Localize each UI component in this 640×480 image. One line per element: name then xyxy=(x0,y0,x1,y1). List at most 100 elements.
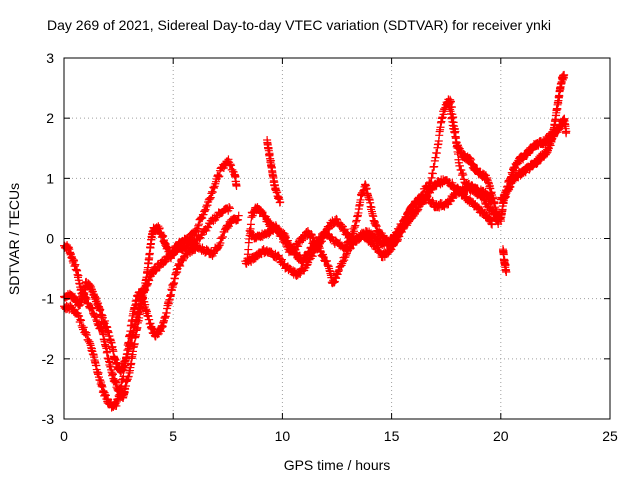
data-point-marker xyxy=(342,251,351,260)
y-tick-label: 0 xyxy=(46,231,54,247)
data-point-marker xyxy=(214,172,223,181)
data-point-marker xyxy=(212,213,221,222)
data-point-marker xyxy=(346,244,355,253)
data-point-marker xyxy=(206,194,215,203)
data-point-marker xyxy=(315,242,324,251)
data-point-marker xyxy=(296,238,305,247)
series-track-f xyxy=(245,175,497,288)
y-axis-title: SDTVAR / TECUs xyxy=(6,183,22,295)
series-track-g xyxy=(263,136,285,207)
data-point-marker xyxy=(207,189,216,198)
data-point-marker xyxy=(373,242,382,251)
data-point-marker xyxy=(234,215,243,224)
chart-title: Day 269 of 2021, Sidereal Day-to-day VTE… xyxy=(47,17,551,33)
series-track-b xyxy=(60,203,234,377)
data-point-marker xyxy=(430,162,439,171)
series-track-j xyxy=(498,245,511,276)
x-tick-label: 20 xyxy=(493,428,509,444)
data-point-marker xyxy=(209,183,218,192)
series-track-i xyxy=(496,114,571,204)
data-point-marker xyxy=(323,261,332,270)
data-point-marker xyxy=(431,153,440,162)
y-tick-label: 2 xyxy=(46,110,54,126)
x-tick-label: 15 xyxy=(384,428,400,444)
y-tick-labels: -3 -2 -1 0 1 2 3 xyxy=(42,50,55,427)
data-point-marker xyxy=(428,169,437,178)
data-point-marker xyxy=(502,267,511,276)
x-tick-label: 5 xyxy=(169,428,177,444)
data-point-marker xyxy=(332,214,341,223)
data-point-marker xyxy=(368,237,377,246)
data-point-marker xyxy=(309,234,318,243)
data-point-marker xyxy=(351,221,360,230)
data-point-marker xyxy=(91,312,100,321)
data-point-marker xyxy=(479,194,488,203)
data-point-marker xyxy=(322,256,331,265)
data-point-marker xyxy=(334,267,343,276)
data-point-marker xyxy=(76,315,85,324)
data-point-marker xyxy=(350,223,359,232)
data-point-marker xyxy=(85,337,94,346)
data-point-marker xyxy=(88,304,97,313)
data-points xyxy=(60,70,571,412)
data-point-marker xyxy=(202,202,211,211)
data-point-marker xyxy=(281,238,290,247)
data-point-marker xyxy=(448,194,457,203)
data-point-marker xyxy=(187,247,196,256)
data-point-marker xyxy=(176,262,185,271)
data-point-marker xyxy=(77,316,86,325)
data-point-marker xyxy=(426,178,435,187)
data-point-marker xyxy=(276,198,285,207)
axis-ticks xyxy=(63,57,611,420)
data-point-marker xyxy=(227,161,236,170)
data-point-marker xyxy=(271,221,280,230)
data-point-marker xyxy=(225,203,234,212)
data-point-marker xyxy=(151,266,160,275)
data-point-marker xyxy=(352,237,361,246)
y-tick-label: 3 xyxy=(46,50,54,66)
data-point-marker xyxy=(488,220,497,229)
data-point-marker xyxy=(200,207,209,216)
data-point-marker xyxy=(560,70,569,79)
y-tick-label: -2 xyxy=(42,351,55,367)
data-point-marker xyxy=(350,227,359,236)
data-point-marker xyxy=(393,237,402,246)
data-point-marker xyxy=(200,206,209,215)
data-point-marker xyxy=(341,252,350,261)
y-tick-label: -1 xyxy=(42,291,55,307)
y-tick-label: -3 xyxy=(42,411,55,427)
x-axis-title: GPS time / hours xyxy=(284,457,391,473)
data-point-marker xyxy=(296,269,305,278)
data-point-marker xyxy=(308,252,317,261)
data-point-marker xyxy=(246,220,255,229)
data-point-marker xyxy=(82,331,91,340)
data-point-marker xyxy=(161,257,170,266)
data-point-marker xyxy=(303,260,312,269)
data-point-marker xyxy=(206,193,215,202)
data-point-marker xyxy=(324,225,333,234)
data-point-marker xyxy=(455,161,464,170)
data-point-marker xyxy=(319,253,328,262)
data-point-marker xyxy=(352,217,361,226)
data-point-marker xyxy=(214,242,223,251)
data-point-marker xyxy=(458,169,467,178)
data-point-marker xyxy=(432,149,441,158)
data-point-marker xyxy=(84,336,93,345)
data-point-marker xyxy=(338,259,347,268)
data-point-marker xyxy=(194,221,203,230)
data-point-marker xyxy=(217,234,226,243)
data-point-marker xyxy=(290,244,299,253)
data-point-marker xyxy=(75,312,84,321)
data-point-marker xyxy=(228,165,237,174)
data-point-marker xyxy=(81,330,90,339)
data-point-marker xyxy=(388,242,397,251)
data-point-marker xyxy=(178,256,187,265)
data-point-marker xyxy=(318,252,327,261)
data-point-marker xyxy=(79,323,88,332)
data-point-marker xyxy=(90,311,99,320)
data-point-marker xyxy=(202,245,211,254)
x-tick-label: 25 xyxy=(602,428,618,444)
data-point-marker xyxy=(210,184,219,193)
data-point-marker xyxy=(204,223,213,232)
